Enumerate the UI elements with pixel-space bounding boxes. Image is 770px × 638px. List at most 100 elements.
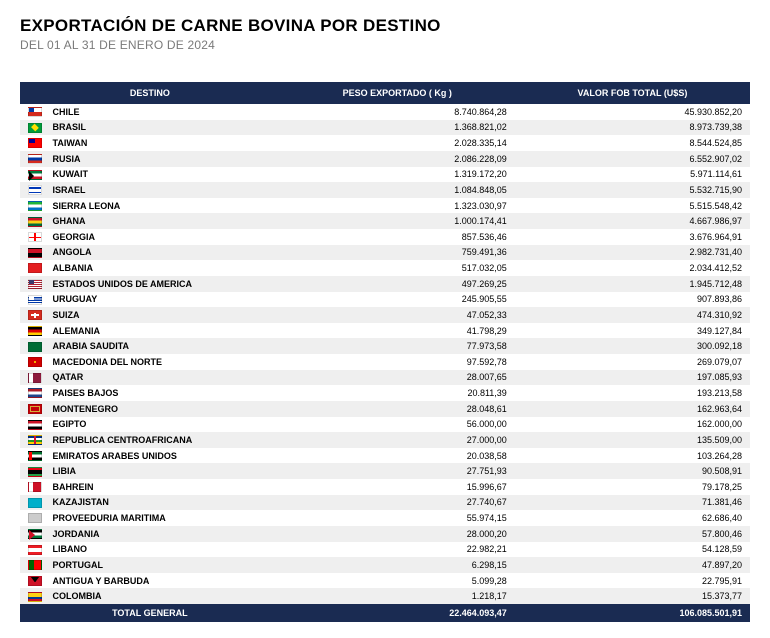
destination: GEORGIA: [45, 229, 280, 245]
peso-value: 1.084.848,05: [280, 182, 515, 198]
flag-cell: [20, 323, 45, 339]
total-valor: 106.085.501,91: [515, 604, 750, 622]
flag-cell: [20, 401, 45, 417]
peso-value: 28.048,61: [280, 401, 515, 417]
destination: BRASIL: [45, 120, 280, 136]
table-row: ALBANIA517.032,052.034.412,52: [20, 260, 750, 276]
peso-value: 759.491,36: [280, 245, 515, 261]
flag-cell: [20, 385, 45, 401]
flag-icon: [28, 357, 42, 367]
valor-value: 45.930.852,20: [515, 104, 750, 120]
peso-value: 2.028.335,14: [280, 135, 515, 151]
valor-value: 5.515.548,42: [515, 198, 750, 214]
flag-cell: [20, 573, 45, 589]
destination: BAHREIN: [45, 479, 280, 495]
flag-icon: [28, 295, 42, 305]
flag-cell: [20, 167, 45, 183]
valor-value: 269.079,07: [515, 354, 750, 370]
valor-value: 5.532.715,90: [515, 182, 750, 198]
table-row: JORDANIA28.000,2057.800,46: [20, 526, 750, 542]
valor-value: 5.971.114,61: [515, 167, 750, 183]
table-row: PROVEEDURIA MARITIMA55.974,1562.686,40: [20, 510, 750, 526]
table-row: MONTENEGRO28.048,61162.963,64: [20, 401, 750, 417]
peso-value: 8.740.864,28: [280, 104, 515, 120]
flag-icon: [28, 107, 42, 117]
destination: EGIPTO: [45, 417, 280, 433]
destination: ARABIA SAUDITA: [45, 338, 280, 354]
valor-value: 8.544.524,85: [515, 135, 750, 151]
peso-value: 27.000,00: [280, 432, 515, 448]
peso-value: 245.905,55: [280, 292, 515, 308]
flag-icon: [28, 263, 42, 273]
valor-value: 54.128,59: [515, 542, 750, 558]
destination: JORDANIA: [45, 526, 280, 542]
valor-value: 474.310,92: [515, 307, 750, 323]
table-row: SUIZA47.052,33474.310,92: [20, 307, 750, 323]
destination: RUSIA: [45, 151, 280, 167]
valor-value: 103.264,28: [515, 448, 750, 464]
valor-value: 907.893,86: [515, 292, 750, 308]
table-row: TAIWAN2.028.335,148.544.524,85: [20, 135, 750, 151]
table-row: GEORGIA857.536,463.676.964,91: [20, 229, 750, 245]
peso-value: 27.751,93: [280, 463, 515, 479]
flag-icon: [28, 217, 42, 227]
flag-cell: [20, 354, 45, 370]
table-row: URUGUAY245.905,55907.893,86: [20, 292, 750, 308]
peso-value: 20.811,39: [280, 385, 515, 401]
destination: REPUBLICA CENTROAFRICANA: [45, 432, 280, 448]
flag-icon: [28, 279, 42, 289]
destination: ALBANIA: [45, 260, 280, 276]
valor-value: 300.092,18: [515, 338, 750, 354]
table-row: GHANA1.000.174,414.667.986,97: [20, 213, 750, 229]
page-subtitle: DEL 01 AL 31 DE ENERO DE 2024: [20, 38, 750, 52]
flag-cell: [20, 370, 45, 386]
table-row: REPUBLICA CENTROAFRICANA27.000,00135.509…: [20, 432, 750, 448]
flag-icon: [28, 420, 42, 430]
peso-value: 20.038,58: [280, 448, 515, 464]
peso-value: 27.740,67: [280, 495, 515, 511]
flag-cell: [20, 526, 45, 542]
peso-value: 5.099,28: [280, 573, 515, 589]
flag-icon: [28, 435, 42, 445]
table-row: QATAR28.007,65197.085,93: [20, 370, 750, 386]
valor-value: 6.552.907,02: [515, 151, 750, 167]
table-row: RUSIA2.086.228,096.552.907,02: [20, 151, 750, 167]
flag-cell: [20, 120, 45, 136]
table-row: ANGOLA759.491,362.982.731,40: [20, 245, 750, 261]
valor-value: 162.000,00: [515, 417, 750, 433]
flag-cell: [20, 292, 45, 308]
flag-cell: [20, 213, 45, 229]
flag-cell: [20, 510, 45, 526]
destination: PAISES BAJOS: [45, 385, 280, 401]
flag-icon: [28, 560, 42, 570]
table-row: ISRAEL1.084.848,055.532.715,90: [20, 182, 750, 198]
flag-icon: [28, 467, 42, 477]
total-row: TOTAL GENERAL22.464.093,47106.085.501,91: [20, 604, 750, 622]
flag-icon: [28, 248, 42, 258]
valor-value: 162.963,64: [515, 401, 750, 417]
peso-value: 97.592,78: [280, 354, 515, 370]
valor-value: 71.381,46: [515, 495, 750, 511]
destination: ISRAEL: [45, 182, 280, 198]
col-valor: VALOR FOB TOTAL (U$S): [515, 82, 750, 104]
table-row: ALEMANIA41.798,29349.127,84: [20, 323, 750, 339]
destination: CHILE: [45, 104, 280, 120]
valor-value: 197.085,93: [515, 370, 750, 386]
table-row: KAZAJISTAN27.740,6771.381,46: [20, 495, 750, 511]
peso-value: 1.218,17: [280, 588, 515, 604]
table-row: ANTIGUA Y BARBUDA5.099,2822.795,91: [20, 573, 750, 589]
valor-value: 47.897,20: [515, 557, 750, 573]
valor-value: 193.213,58: [515, 385, 750, 401]
valor-value: 62.686,40: [515, 510, 750, 526]
valor-value: 79.178,25: [515, 479, 750, 495]
table-row: SIERRA LEONA1.323.030,975.515.548,42: [20, 198, 750, 214]
destination: PROVEEDURIA MARITIMA: [45, 510, 280, 526]
flag-cell: [20, 588, 45, 604]
table-row: ESTADOS UNIDOS DE AMERICA497.269,251.945…: [20, 276, 750, 292]
destination: ESTADOS UNIDOS DE AMERICA: [45, 276, 280, 292]
flag-icon: [28, 326, 42, 336]
flag-icon: [28, 529, 42, 539]
destination: QATAR: [45, 370, 280, 386]
col-peso: PESO EXPORTADO ( Kg ): [280, 82, 515, 104]
total-peso: 22.464.093,47: [280, 604, 515, 622]
